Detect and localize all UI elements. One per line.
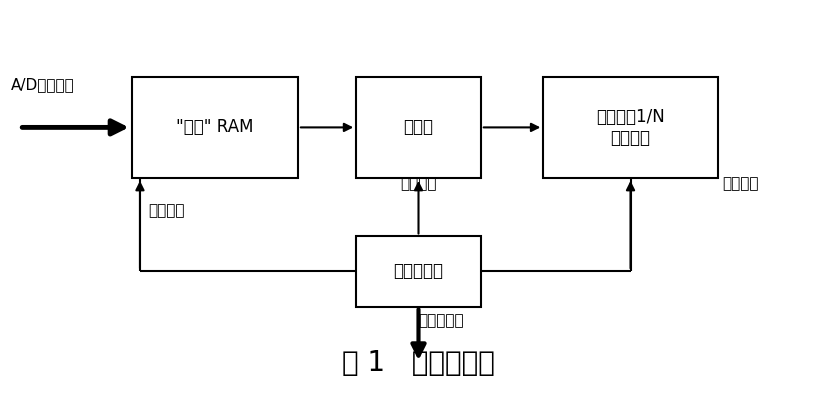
Text: 乘法器: 乘法器 [403,118,433,136]
Text: 图 1   总体流程图: 图 1 总体流程图 [342,349,494,377]
Bar [355,237,481,307]
Text: "乒乓" RAM: "乒乓" RAM [176,118,253,136]
Text: 控制逻辑: 控制逻辑 [400,176,436,191]
Text: 核心处理器: 核心处理器 [393,263,443,280]
Text: 累加器及1/N
相乘单元: 累加器及1/N 相乘单元 [595,108,664,147]
Bar [131,77,298,178]
Text: 控制逻辑: 控制逻辑 [721,176,757,191]
Text: 控制逻辑: 控制逻辑 [148,204,185,218]
Text: A/D采集数据: A/D采集数据 [11,77,74,92]
Text: 计算机接口: 计算机接口 [418,313,464,328]
Bar [543,77,717,178]
Bar [355,77,481,178]
